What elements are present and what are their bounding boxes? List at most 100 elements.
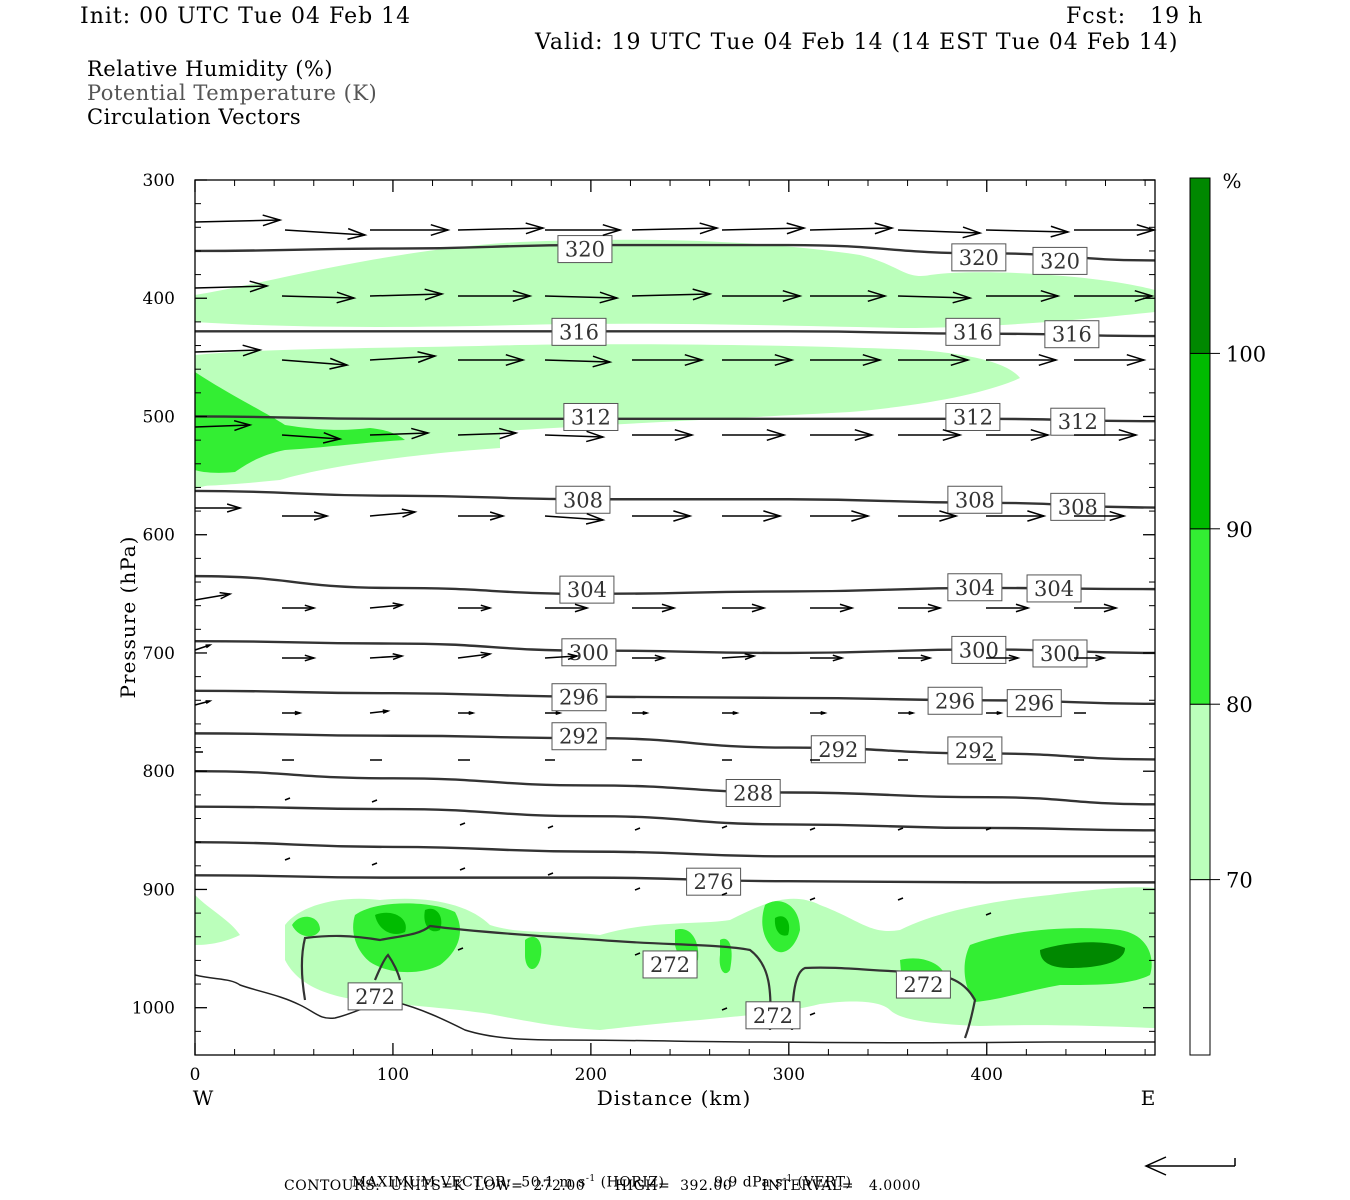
vector-arrow (369, 427, 431, 440)
rh-low-medium-5 (719, 938, 732, 974)
contour-label-text: 276 (694, 870, 734, 894)
vector-arrow (370, 223, 451, 237)
vert-suffix: (VERT) (792, 1174, 852, 1191)
contour-label: 316 (1044, 320, 1100, 349)
contour-label-text: 292 (559, 725, 599, 749)
contour-label-text: 308 (563, 488, 603, 512)
horiz-exp: -1 (585, 1174, 596, 1184)
colorbar-segment (1189, 703, 1211, 881)
vector-arrow (632, 603, 677, 613)
theta-contour-312 (195, 415, 1155, 423)
vector-arrow (282, 511, 330, 521)
colorbar-segment (1189, 528, 1211, 705)
vector-arrow (369, 508, 418, 518)
rh-band-upper (195, 239, 1155, 328)
field-vectors: Circulation Vectors (87, 105, 302, 129)
vector-arrow (897, 827, 904, 831)
vector-arrow (371, 799, 378, 803)
vector-arrow (722, 289, 803, 303)
contour-label: 320 (1032, 246, 1088, 275)
vector-arrow (721, 892, 728, 896)
contour-label: 308 (555, 485, 611, 514)
vector-arrow (631, 222, 720, 235)
vector-arrow (282, 710, 303, 716)
contour-label-text: 300 (1040, 642, 1080, 666)
contour-label: 272 (895, 970, 951, 999)
colorbar-segment (1189, 879, 1211, 1056)
vector-arrow (898, 654, 933, 662)
contour-label-text: 272 (355, 985, 395, 1009)
vector-arrow (721, 222, 807, 235)
vector-arrow (810, 353, 883, 367)
contour-label: 316 (945, 317, 1001, 346)
colorbar-segment (1189, 352, 1211, 530)
y-tick-label: 300 (143, 171, 175, 191)
vector-arrow (898, 710, 916, 716)
valid-time: Valid: 19 UTC Tue 04 Feb 14 (14 EST Tue … (535, 30, 1179, 55)
contour-label: 300 (561, 638, 617, 667)
x-tick-label: 300 (773, 1065, 805, 1085)
contour-label-box (745, 1001, 801, 1030)
theta-contour-296 (195, 689, 1155, 706)
vector-arrow (369, 602, 405, 610)
contour-label: 296 (1006, 689, 1062, 718)
vector-arrow (544, 653, 580, 661)
vector-arrow (281, 432, 343, 444)
vector-arrow (986, 710, 1004, 716)
colorbar-unit: % (1222, 169, 1241, 193)
vector-arrow (544, 291, 620, 304)
contour-label-box (563, 402, 619, 431)
vector-arrow (1074, 353, 1147, 367)
x-tick-label: 0 (190, 1065, 201, 1085)
y-tick-label: 700 (143, 644, 175, 664)
x-tick-label: 200 (575, 1065, 607, 1085)
vector-arrow (371, 862, 378, 866)
vector-arrow (721, 825, 728, 829)
contour-label-box (642, 950, 698, 979)
theta-contour-288 (195, 770, 1155, 806)
rh-low-dark-1 (375, 912, 406, 935)
terrain-line (195, 974, 1155, 1044)
vector-arrow (632, 654, 667, 662)
vector-arrow (545, 710, 563, 716)
y-tick-label: 900 (143, 880, 175, 900)
vector-arrow (1074, 510, 1127, 522)
contour-label-text: 296 (935, 689, 975, 713)
contour-label: 312 (945, 402, 1001, 431)
contour-label-text: 304 (567, 578, 607, 602)
vector-arrow (284, 857, 291, 861)
theta-contour-300 (195, 639, 1155, 655)
vector-arrow (986, 510, 1047, 522)
contour-label: 288 (725, 779, 781, 807)
vector-arrow (547, 825, 554, 829)
vector-arrow (722, 353, 795, 367)
x-tick-label: 400 (971, 1065, 1003, 1085)
contour-label-box (1032, 639, 1088, 668)
vector-arrow (986, 603, 1031, 613)
contour-label: 304 (947, 573, 1003, 602)
contour-label-text: 272 (903, 973, 943, 997)
contour-label-text: 304 (955, 576, 995, 600)
vector-arrow (722, 428, 787, 442)
contour-label-box (561, 638, 617, 667)
vector-arrow (632, 710, 650, 716)
field-rh: Relative Humidity (%) (87, 57, 334, 81)
contour-label: 300 (951, 635, 1007, 664)
contour-label: 312 (1050, 407, 1106, 436)
vert-exp: -1 (782, 1174, 793, 1184)
contour-label: 304 (1026, 574, 1082, 603)
vector-arrow (632, 353, 705, 367)
rh-low-dark-3 (774, 916, 790, 936)
vector-arrow (1074, 223, 1157, 237)
plot-frame (194, 179, 1156, 1056)
vector-arrow (810, 289, 888, 303)
contour-label-text: 300 (569, 641, 609, 665)
vector-arrow (1074, 428, 1139, 442)
contour-label-text: 304 (1034, 577, 1074, 601)
vector-arrow (986, 289, 1061, 303)
vector-arrow (281, 357, 350, 370)
horiz-value: 50.1 m s (521, 1174, 586, 1191)
vector-arrow (722, 510, 783, 522)
contour-label: 304 (559, 575, 615, 604)
vector-arrow (369, 653, 405, 661)
